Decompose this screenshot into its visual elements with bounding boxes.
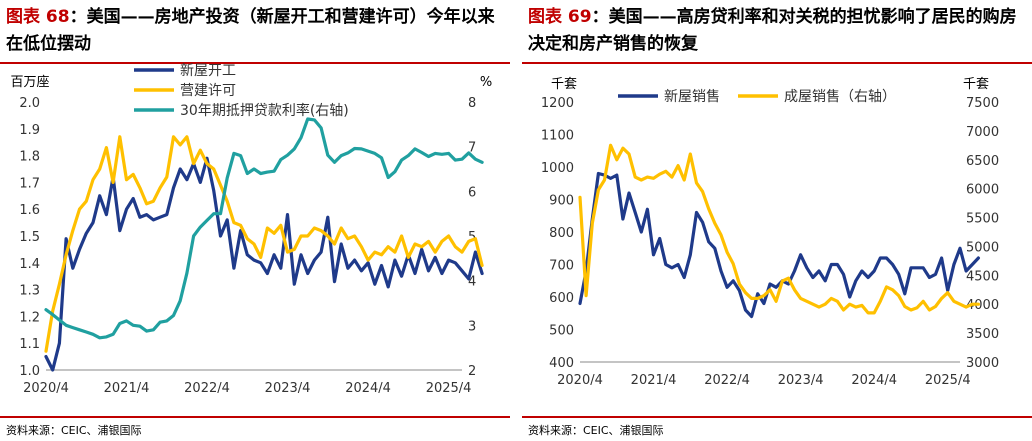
y-left-tick-label: 1.0: [19, 364, 40, 379]
y-left-tick-label: 1.9: [19, 123, 40, 138]
y-right-tick-label: 4000: [966, 298, 999, 313]
x-tick-label: 2020/4: [557, 373, 603, 388]
series-line: [44, 135, 484, 353]
chart-panel-69: 图表 69：美国——高房贷利率和对关税的担忧影响了居民的购房决定和房产销售的恢复…: [522, 0, 1032, 441]
y-left-tick-label: 1.3: [19, 284, 40, 299]
x-tick-label: 2023/4: [265, 381, 311, 396]
x-tick-label: 2024/4: [851, 373, 897, 388]
y-left-tick-label: 1.1: [19, 337, 40, 352]
legend-label: 新屋销售: [664, 89, 720, 105]
y-right-tick-label: 7000: [966, 125, 999, 140]
figure-label: 图表 68: [6, 7, 70, 27]
y-left-tick-label: 1.8: [19, 150, 40, 165]
x-tick-label: 2022/4: [184, 381, 230, 396]
x-tick-label: 2020/4: [23, 381, 69, 396]
y-left-tick-label: 1.7: [19, 176, 40, 191]
legend-label: 成屋销售（右轴）: [784, 89, 896, 105]
y-left-tick-label: 2.0: [19, 96, 40, 111]
y-left-tick-label: 500: [549, 324, 574, 339]
x-tick-label: 2021/4: [104, 381, 150, 396]
y-left-unit: 百万座: [10, 75, 49, 90]
y-right-tick-label: 6000: [966, 183, 999, 198]
x-tick-label: 2023/4: [778, 373, 824, 388]
series-line: [44, 117, 484, 340]
x-tick-label: 2025/4: [925, 373, 971, 388]
source-rule: [0, 416, 510, 418]
legend-entry: 成屋销售（右轴）: [738, 89, 896, 105]
title-rule: [522, 62, 1032, 64]
x-tick-label: 2024/4: [345, 381, 391, 396]
legend-label: 营建许可: [180, 83, 236, 99]
y-right-tick-label: 6500: [966, 154, 999, 169]
y-right-tick-label: 3: [468, 319, 476, 334]
title-rule: [0, 62, 510, 64]
series-line: [578, 171, 980, 319]
y-left-tick-label: 1200: [541, 96, 574, 111]
y-left-tick-label: 700: [549, 259, 574, 274]
x-tick-label: 2025/4: [426, 381, 472, 396]
title-text: ：美国——高房贷利率和对关税的担忧影响了居民的购房决定和房产销售的恢复: [528, 7, 1017, 54]
y-right-tick-label: 3000: [966, 356, 999, 371]
y-right-tick-label: 5: [468, 230, 476, 245]
source-note: 资料来源：CEIC、浦银国际: [528, 424, 664, 437]
y-right-tick-label: 2: [468, 364, 476, 379]
y-left-tick-label: 1.2: [19, 310, 40, 325]
y-right-tick-label: 3500: [966, 327, 999, 342]
legend-entry: 30年期抵押贷款利率(右轴): [134, 102, 349, 119]
y-right-tick-label: 7500: [966, 96, 999, 111]
y-left-tick-label: 900: [549, 194, 574, 209]
y-right-tick-label: 7: [468, 141, 476, 156]
y-left-unit: 千套: [551, 76, 577, 92]
y-left-tick-label: 1.6: [19, 203, 40, 218]
legend-entry: 营建许可: [134, 83, 236, 99]
y-right-unit: 千套: [963, 76, 989, 92]
y-right-tick-label: 5000: [966, 240, 999, 255]
series-line: [44, 156, 484, 372]
home-sales-chart: 400 500 600 700 800 900 1000 1100 1200 3000 3500 40…: [541, 76, 999, 388]
legend-label: 新屋开工: [180, 63, 236, 79]
chart-title: 图表 68：美国——房地产投资（新屋开工和营建许可）今年以来在低位摆动: [6, 4, 506, 58]
figure-label: 图表 69: [528, 7, 592, 27]
housing-starts-chart: 1.0 1.1 1.2 1.3 1.4 1.5 1.6 1.7 1.8 1.9 2.0 2 3 4 5 6 7 8…: [10, 63, 492, 396]
y-left-tick-label: 800: [549, 226, 574, 241]
legend-entry: 新屋开工: [134, 63, 236, 79]
y-right-tick-label: 4500: [966, 269, 999, 284]
legend-label: 30年期抵押贷款利率(右轴): [180, 102, 349, 119]
y-left-tick-label: 1.4: [19, 257, 40, 272]
y-right-unit: %: [480, 75, 492, 90]
series-line: [578, 143, 980, 315]
y-right-tick-label: 4: [468, 275, 476, 290]
source-note: 资料来源：CEIC、浦银国际: [6, 424, 142, 437]
y-left-tick-label: 400: [549, 356, 574, 371]
source-rule: [522, 416, 1032, 418]
y-left-tick-label: 1000: [541, 161, 574, 176]
x-tick-label: 2022/4: [704, 373, 750, 388]
chart-title: 图表 69：美国——高房贷利率和对关税的担忧影响了居民的购房决定和房产销售的恢复: [528, 4, 1028, 58]
y-left-tick-label: 1100: [541, 129, 574, 144]
chart-panel-68: 图表 68：美国——房地产投资（新屋开工和营建许可）今年以来在低位摆动 1.0 1…: [0, 0, 510, 441]
legend-entry: 新屋销售: [618, 89, 720, 105]
title-text: ：美国——房地产投资（新屋开工和营建许可）今年以来在低位摆动: [6, 7, 495, 54]
y-right-tick-label: 8: [468, 96, 476, 111]
y-right-tick-label: 5500: [966, 212, 999, 227]
y-left-tick-label: 600: [549, 291, 574, 306]
x-tick-label: 2021/4: [631, 373, 677, 388]
y-left-tick-label: 1.5: [19, 230, 40, 245]
y-right-tick-label: 6: [468, 185, 476, 200]
